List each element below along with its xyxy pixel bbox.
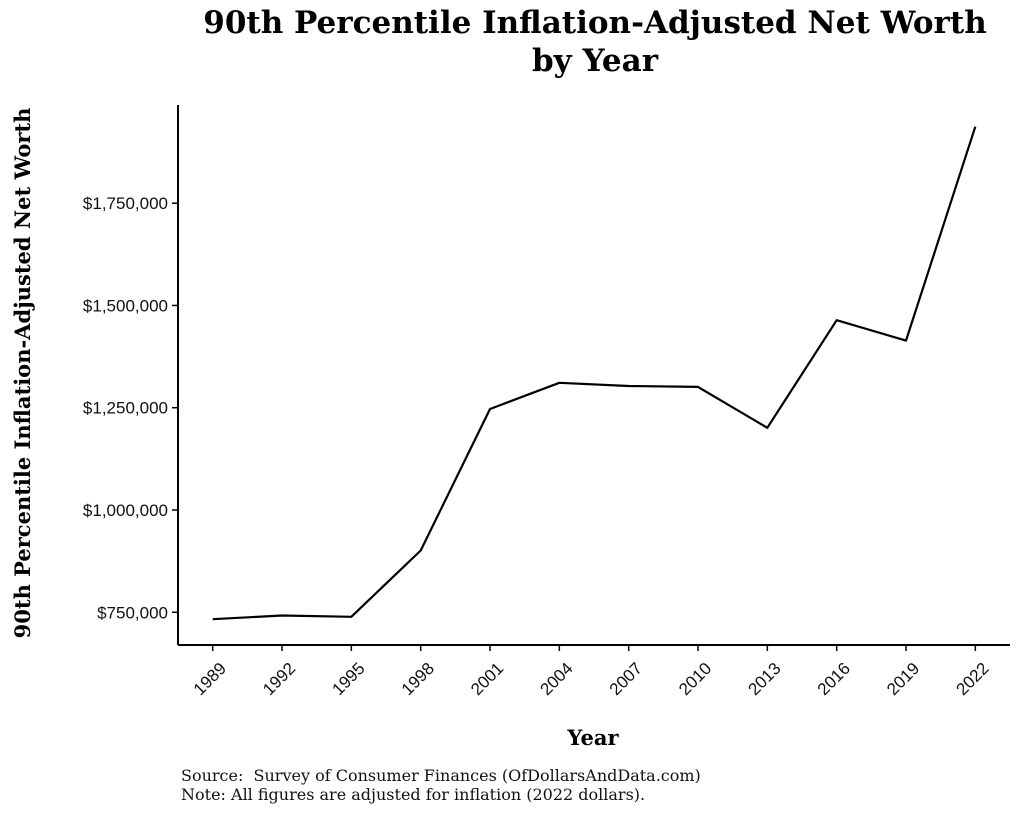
x-axis-ticks: 1989 1992 1995 1998 2001 2004 2007 2010 2013 2016… <box>190 645 993 699</box>
x-tick-label: 1998 <box>398 659 438 699</box>
x-tick-label: 2004 <box>536 659 576 699</box>
chart-title: 90th Percentile Inflation-Adjusted Net W… <box>0 4 1024 80</box>
x-tick-label: 2013 <box>744 659 784 699</box>
chart-notes: Source: Survey of Consumer Finances (OfD… <box>181 766 981 804</box>
x-tick-label: 1989 <box>190 659 230 699</box>
chart-title-line-1: 90th Percentile Inflation-Adjusted Net W… <box>203 5 987 41</box>
x-tick-label: 1992 <box>259 659 299 699</box>
y-tick-label: $1,000,000 <box>83 501 168 520</box>
series-layer <box>212 126 977 621</box>
x-tick-label: 2016 <box>814 659 854 699</box>
note-text: Note: All figures are adjusted for infla… <box>181 785 646 804</box>
x-tick-label: 2010 <box>675 659 715 699</box>
source-text: Source: Survey of Consumer Finances (OfD… <box>181 766 701 785</box>
y-tick-label: $1,500,000 <box>83 296 168 315</box>
chart-title-line-2: by Year <box>531 43 659 79</box>
y-axis-ticks: $750,000 $1,000,000 $1,250,000 $1,500,000 $1… <box>83 194 178 622</box>
y-axis-title: 90th Percentile Inflation-Adjusted Net W… <box>10 108 35 639</box>
x-tick-label: 2019 <box>883 659 923 699</box>
x-axis-title: Year <box>566 725 619 750</box>
x-tick-label: 2001 <box>467 659 507 699</box>
y-tick-label: $750,000 <box>97 603 168 622</box>
x-tick-label: 2007 <box>606 659 646 699</box>
x-tick-label: 2022 <box>952 659 992 699</box>
y-tick-label: $1,750,000 <box>83 194 168 213</box>
series-line <box>212 126 977 621</box>
x-tick-label: 1995 <box>328 659 368 699</box>
y-tick-label: $1,250,000 <box>83 399 168 418</box>
